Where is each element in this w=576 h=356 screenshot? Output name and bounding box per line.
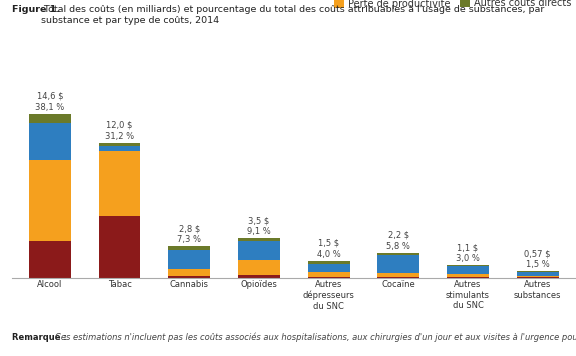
Bar (517, 276, 559, 277)
Text: 3,5 $
9,1 %: 3,5 $ 9,1 % (247, 216, 271, 236)
Bar (517, 277, 559, 278)
Bar (98, 151, 141, 216)
Bar (447, 273, 489, 277)
Bar (98, 216, 141, 278)
Bar (447, 265, 489, 266)
Text: Figure 1.: Figure 1. (12, 5, 59, 14)
Bar (447, 266, 489, 273)
Bar (168, 276, 210, 278)
Bar (377, 255, 419, 273)
Bar (377, 273, 419, 277)
Bar (377, 277, 419, 278)
Text: 1,5 $
4,0 %: 1,5 $ 4,0 % (317, 239, 340, 259)
Bar (168, 250, 210, 269)
Bar (168, 269, 210, 276)
Bar (168, 246, 210, 250)
Text: 2,8 $
7,3 %: 2,8 $ 7,3 % (177, 224, 201, 244)
Bar (308, 277, 350, 278)
Bar (29, 160, 71, 241)
Text: Ces estimations n'incluent pas les coûts associés aux hospitalisations, aux chir: Ces estimations n'incluent pas les coûts… (55, 333, 576, 342)
Bar (517, 272, 559, 276)
Text: Total des coûts (en milliards) et pourcentage du total des coûts attribuables à : Total des coûts (en milliards) et pource… (41, 5, 545, 25)
Bar (238, 260, 280, 274)
Bar (238, 274, 280, 278)
Text: 1,1 $
3,0 %: 1,1 $ 3,0 % (456, 243, 480, 263)
Bar (98, 143, 141, 146)
Bar (308, 272, 350, 277)
Bar (447, 277, 489, 278)
Bar (29, 241, 71, 278)
Bar (238, 241, 280, 260)
Bar (29, 114, 71, 123)
Text: 14,6 $
38,1 %: 14,6 $ 38,1 % (35, 92, 65, 112)
Bar (377, 253, 419, 255)
Text: 2,2 $
5,8 %: 2,2 $ 5,8 % (386, 231, 410, 251)
Text: 0,57 $
1,5 %: 0,57 $ 1,5 % (524, 249, 551, 269)
Bar (238, 239, 280, 241)
Text: 12,0 $
31,2 %: 12,0 $ 31,2 % (105, 121, 134, 141)
Bar (308, 261, 350, 264)
Bar (98, 146, 141, 151)
Bar (29, 123, 71, 160)
Text: Remarque :: Remarque : (12, 333, 69, 342)
Legend: Soins de santé, Perte de productivité, Justice pénale, Autres coûts directs: Soins de santé, Perte de productivité, J… (334, 0, 571, 9)
Bar (308, 264, 350, 272)
Bar (517, 271, 559, 272)
